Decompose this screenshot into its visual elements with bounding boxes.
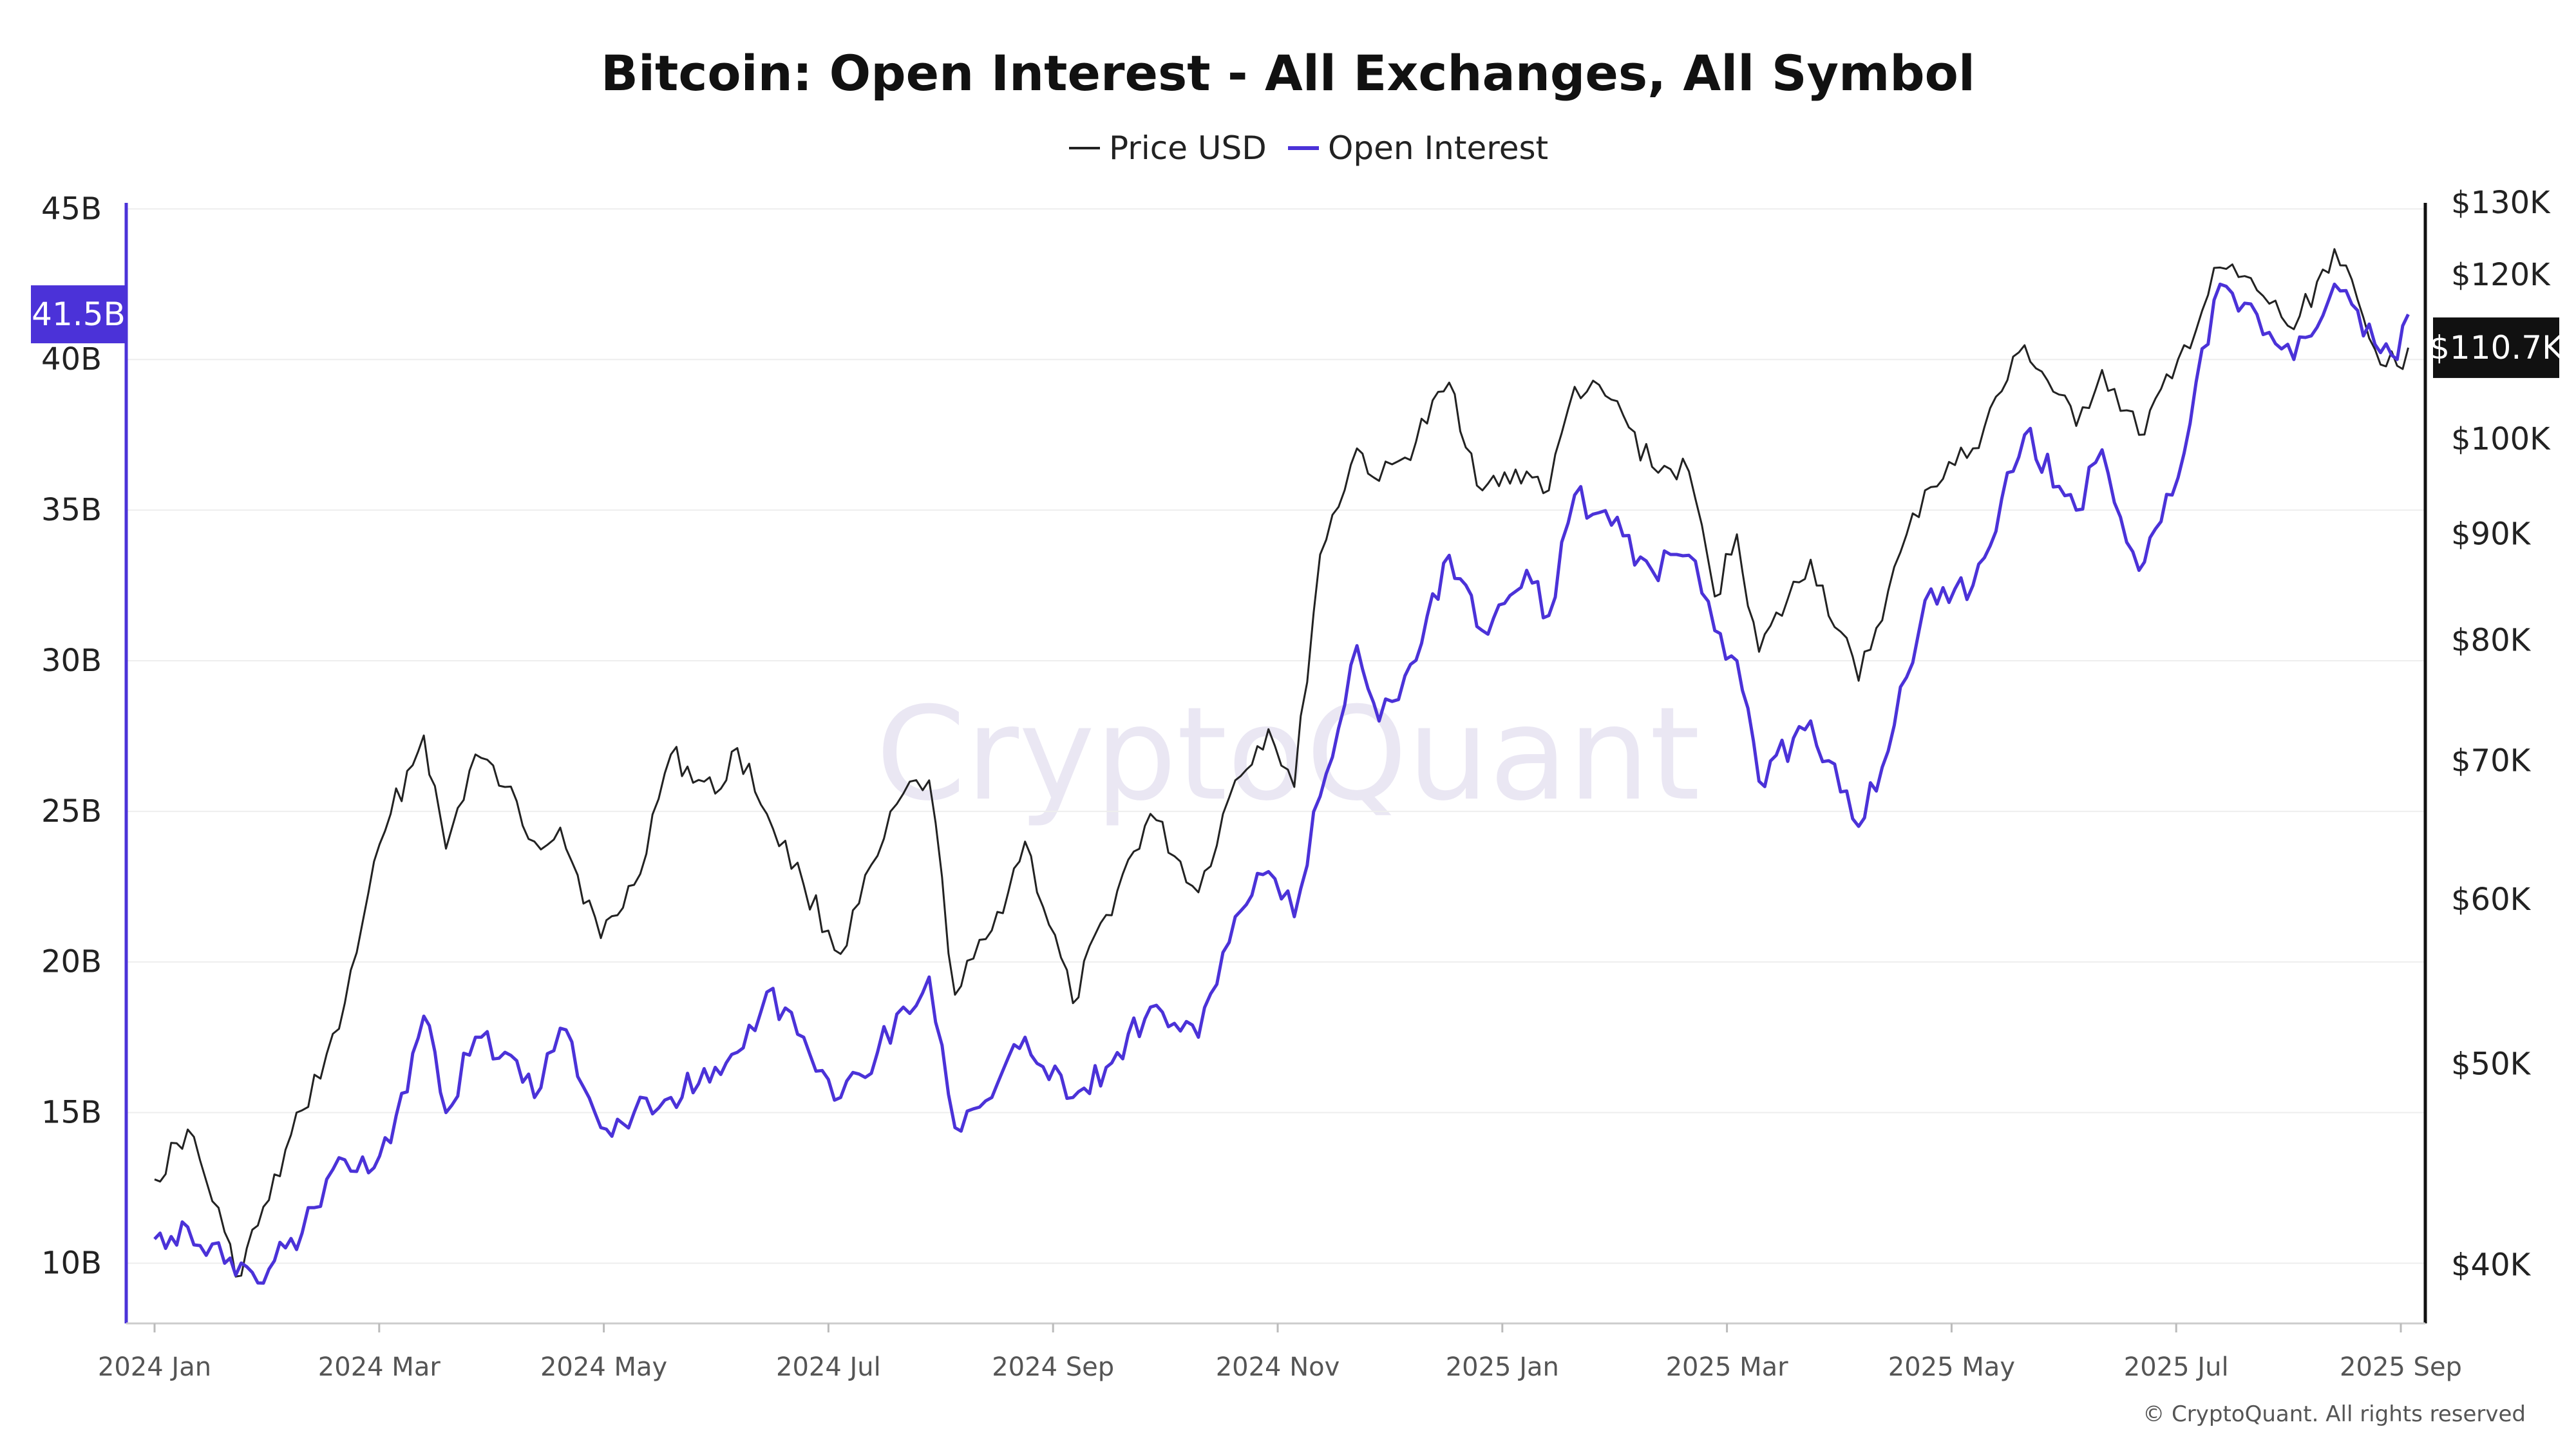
left-tick-label: 30B (41, 643, 102, 679)
price-current-badge: $110.7K (2429, 317, 2564, 378)
right-tick-label: $130K (2451, 185, 2551, 221)
right-tick-label: $60K (2451, 882, 2532, 918)
right-axis: $130K $120K $100K $90K $80K $70K $60K $50K $40K (2423, 185, 2551, 1323)
left-tick-label: 25B (41, 793, 102, 829)
left-tick-label: 40B (41, 341, 102, 377)
right-tick-label: $90K (2451, 516, 2532, 553)
left-tick-label: 10B (41, 1245, 102, 1281)
right-tick-label: $40K (2451, 1247, 2532, 1283)
open-interest-current-badge: 41.5B (31, 285, 126, 344)
x-axis: 2024 Jan 2024 Mar 2024 May 2024 Jul 2024 Sep… (98, 1322, 2462, 1382)
chart-title: Bitcoin: Open Interest - All Exchanges, … (601, 44, 1975, 102)
price-badge-value: $110.7K (2429, 329, 2564, 366)
right-tick-label: $70K (2451, 743, 2532, 779)
x-tick-label: 2025 May (1888, 1352, 2015, 1382)
left-axis: 45B 40B 35B 30B 25B 20B 15B 10B (41, 191, 128, 1323)
open-interest-line (153, 282, 2410, 1285)
copyright-text: © CryptoQuant. All rights reserved (2143, 1401, 2526, 1427)
right-tick-label: $80K (2451, 623, 2532, 659)
x-tick-label: 2025 Mar (1666, 1352, 1789, 1382)
x-tick-label: 2024 Jul (776, 1352, 881, 1382)
right-tick-label: $120K (2451, 257, 2551, 293)
legend-label-open-interest[interactable]: Open Interest (1328, 129, 1548, 167)
x-tick-label: 2025 Jan (1446, 1352, 1559, 1382)
legend-label-price[interactable]: Price USD (1109, 129, 1267, 167)
price-usd-line (154, 248, 2409, 1278)
price-badge-box (2433, 317, 2559, 378)
x-tick-label: 2024 Sep (992, 1352, 1114, 1382)
left-tick-label: 35B (41, 492, 102, 528)
left-tick-label: 20B (41, 944, 102, 980)
right-tick-label: $100K (2451, 421, 2551, 457)
x-tick-label: 2025 Jul (2124, 1352, 2229, 1382)
x-tick-label: 2024 Mar (318, 1352, 441, 1382)
open-interest-badge-value: 41.5B (32, 296, 126, 333)
x-tick-label: 2024 Nov (1216, 1352, 1340, 1382)
left-tick-label: 45B (41, 191, 102, 227)
open-interest-badge-box (31, 285, 126, 344)
grid-lines (126, 208, 2425, 1264)
watermark: CryptoQuant (876, 679, 1700, 829)
x-tick-label: 2024 May (540, 1352, 667, 1382)
legend[interactable]: Price USD Open Interest (1069, 129, 1548, 167)
right-tick-label: $50K (2451, 1046, 2532, 1082)
x-tick-label: 2024 Jan (98, 1352, 211, 1382)
left-tick-label: 15B (41, 1095, 102, 1131)
x-tick-label: 2025 Sep (2340, 1352, 2462, 1382)
